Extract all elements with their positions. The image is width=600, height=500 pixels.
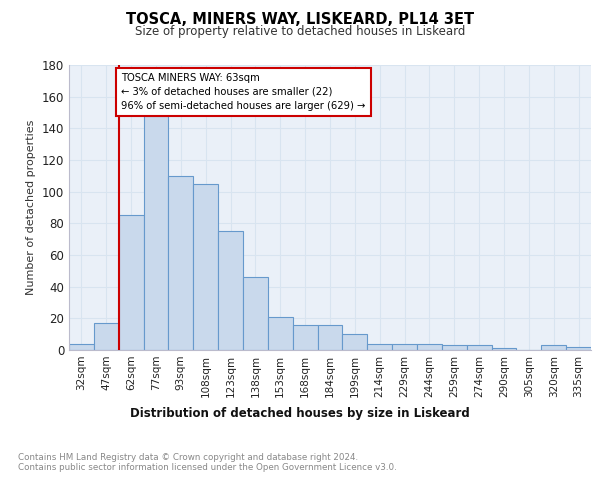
Bar bbox=[169, 176, 193, 350]
Bar bbox=[119, 216, 143, 350]
Bar bbox=[343, 334, 367, 350]
Bar bbox=[317, 324, 343, 350]
Bar bbox=[69, 344, 94, 350]
Bar bbox=[218, 231, 243, 350]
Bar bbox=[392, 344, 417, 350]
Bar bbox=[491, 348, 517, 350]
Bar bbox=[566, 347, 591, 350]
Bar bbox=[541, 345, 566, 350]
Text: Contains HM Land Registry data © Crown copyright and database right 2024.
Contai: Contains HM Land Registry data © Crown c… bbox=[18, 452, 397, 472]
Bar bbox=[193, 184, 218, 350]
Bar bbox=[293, 324, 317, 350]
Y-axis label: Number of detached properties: Number of detached properties bbox=[26, 120, 36, 295]
Text: TOSCA MINERS WAY: 63sqm
← 3% of detached houses are smaller (22)
96% of semi-det: TOSCA MINERS WAY: 63sqm ← 3% of detached… bbox=[121, 73, 365, 111]
Bar bbox=[442, 345, 467, 350]
Text: Distribution of detached houses by size in Liskeard: Distribution of detached houses by size … bbox=[130, 408, 470, 420]
Bar bbox=[467, 345, 491, 350]
Bar bbox=[417, 344, 442, 350]
Text: Size of property relative to detached houses in Liskeard: Size of property relative to detached ho… bbox=[135, 25, 465, 38]
Bar bbox=[143, 116, 169, 350]
Text: TOSCA, MINERS WAY, LISKEARD, PL14 3ET: TOSCA, MINERS WAY, LISKEARD, PL14 3ET bbox=[126, 12, 474, 28]
Bar bbox=[94, 323, 119, 350]
Bar bbox=[367, 344, 392, 350]
Bar bbox=[243, 277, 268, 350]
Bar bbox=[268, 317, 293, 350]
